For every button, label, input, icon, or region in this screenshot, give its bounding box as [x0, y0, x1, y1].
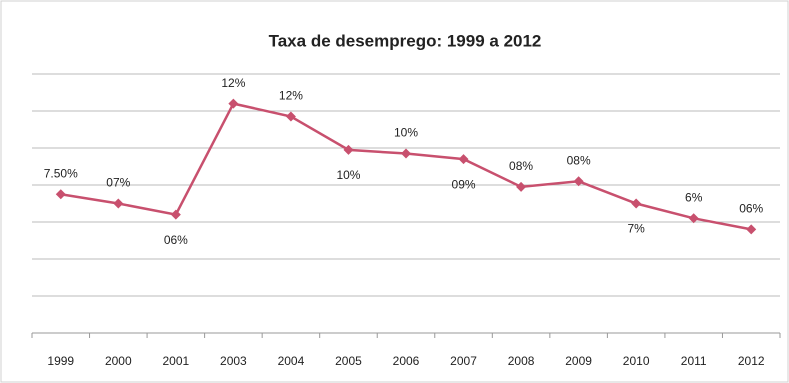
data-label: 08%: [567, 153, 591, 167]
point: [746, 224, 757, 235]
data-label: 09%: [452, 177, 476, 191]
x-tick-label: 2000: [105, 354, 132, 368]
data-label: 07%: [106, 176, 130, 190]
x-tick-label: 2012: [738, 354, 765, 368]
x-tick-label: 2005: [335, 354, 362, 368]
x-tick-label: 2008: [508, 354, 535, 368]
data-label: 6%: [685, 190, 703, 204]
data-label: 10%: [336, 168, 360, 182]
x-tick-label: 2006: [393, 354, 420, 368]
point: [285, 111, 296, 122]
point: [458, 154, 469, 165]
data-label: 7.50%: [44, 166, 78, 180]
x-tick-label: 2001: [162, 354, 189, 368]
data-label: 12%: [221, 76, 245, 90]
point: [343, 144, 354, 155]
x-tick-label: 2003: [220, 354, 247, 368]
data-label: 08%: [509, 159, 533, 173]
point: [573, 176, 584, 187]
point: [631, 198, 642, 209]
data-label: 10%: [394, 126, 418, 140]
point: [228, 98, 239, 109]
x-tick-label: 2009: [565, 354, 592, 368]
point: [516, 181, 527, 192]
x-tick-label: 2004: [278, 354, 305, 368]
point: [688, 213, 699, 224]
data-label: 06%: [739, 202, 763, 216]
x-tick-label: 2011: [681, 354, 707, 368]
data-label: 7%: [627, 222, 645, 236]
chart-title: Taxa de desemprego: 1999 a 2012: [269, 31, 542, 50]
point: [55, 189, 66, 200]
data-label: 12%: [279, 89, 303, 103]
point: [170, 209, 181, 220]
x-tick-label: 2010: [623, 354, 650, 368]
point: [401, 148, 411, 159]
data-label: 06%: [164, 233, 188, 247]
point: [113, 198, 124, 209]
x-tick-label: 2007: [450, 354, 477, 368]
x-tick-label: 1999: [47, 354, 74, 368]
